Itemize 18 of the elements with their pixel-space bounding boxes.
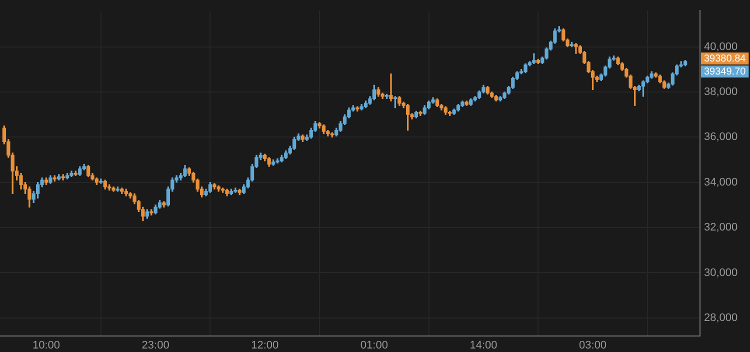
candlestick <box>389 74 393 102</box>
y-tick-label: 34,000 <box>704 176 738 188</box>
text: 39349.70 <box>704 66 746 78</box>
candlestick <box>61 174 65 180</box>
x-tick-label: 23:00 <box>142 340 170 352</box>
candlestick <box>234 188 238 193</box>
x-tick-label: 01:00 <box>360 340 388 352</box>
x-tick-label: 10:00 <box>32 340 60 352</box>
text: 39380.84 <box>704 54 746 65</box>
y-tick-label: 40,000 <box>704 40 738 53</box>
x-tick-label: 14:00 <box>470 340 498 352</box>
y-tick-label: 28,000 <box>704 312 738 324</box>
y-tick-label: 30,000 <box>704 266 738 279</box>
y-tick-label: 32,000 <box>704 222 738 234</box>
y-tick-label: 38,000 <box>704 86 738 98</box>
x-tick-label: 12:00 <box>251 340 279 352</box>
x-tick-label: 03:00 <box>579 340 607 352</box>
y-tick-label: 36,000 <box>704 131 738 144</box>
